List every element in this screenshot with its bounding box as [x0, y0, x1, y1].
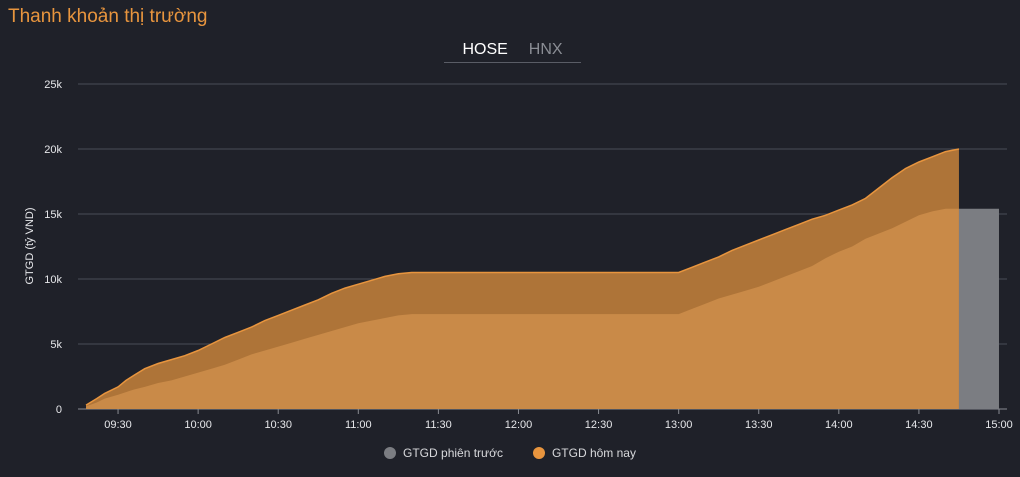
widget-title: Thanh khoản thị trường	[8, 6, 208, 27]
x-tick-label: 12:30	[585, 419, 613, 431]
legend-item-previous[interactable]: GTGD phiên trước	[384, 446, 503, 460]
x-tick-label: 12:00	[505, 419, 533, 431]
y-tick-label: 0	[56, 404, 62, 416]
y-tick-label: 20k	[44, 144, 62, 156]
series-today	[85, 148, 960, 409]
legend-label-today: GTGD hôm nay	[551, 446, 636, 460]
y-tick-label: 25k	[44, 79, 62, 91]
tab-hose[interactable]: HOSE	[462, 38, 507, 62]
x-tick-label: 10:30	[264, 419, 292, 431]
x-tick-label: 11:30	[425, 419, 452, 431]
y-tick-label: 10k	[44, 274, 62, 286]
area-previous-remaining	[958, 208, 999, 409]
x-tick-label: 13:00	[665, 419, 693, 431]
x-tick-label: 14:00	[825, 419, 853, 431]
tab-hnx[interactable]: HNX	[529, 38, 563, 62]
y-tick-label: 15k	[44, 209, 62, 221]
x-tick-label: 10:00	[184, 419, 212, 431]
y-axis-label: GTGD (tỷ VND)	[24, 208, 36, 285]
line-today	[85, 148, 960, 406]
x-tick-label: 11:00	[345, 419, 372, 431]
series-previous-after	[958, 208, 999, 409]
x-tick-label: 14:30	[905, 419, 933, 431]
x-tick-label: 09:30	[104, 419, 132, 431]
legend-dot-previous	[384, 447, 397, 459]
chart-legend: GTGD phiên trước GTGD hôm nay	[0, 446, 1020, 460]
legend-item-today[interactable]: GTGD hôm nay	[532, 446, 636, 460]
area-previous-overlap	[86, 208, 959, 409]
legend-dot-today	[532, 447, 545, 459]
liquidity-chart: 0 5k 10k 15k 20k 25k 09:30 10:00 10:30 11:00 11:3…	[24, 79, 1013, 431]
axes: 09:30 10:00 10:30 11:00 11:30 12:00 12:30 13:00…	[104, 409, 1013, 431]
x-tick-label: 15:00	[985, 419, 1013, 431]
x-tick-label: 13:30	[745, 419, 773, 431]
y-tick-label: 5k	[50, 339, 62, 351]
legend-label-previous: GTGD phiên trước	[403, 446, 503, 460]
exchange-tabs: HOSE HNX	[444, 38, 581, 63]
